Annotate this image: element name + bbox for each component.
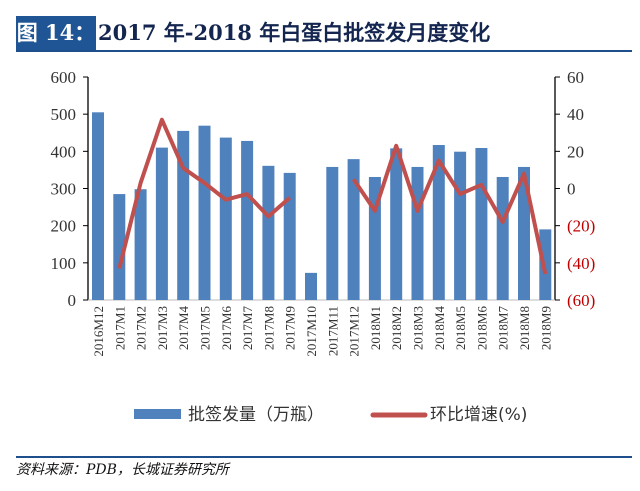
- left-tick-label: 300: [51, 180, 77, 199]
- bar-2017M2: [134, 189, 147, 300]
- bar-2017M11: [326, 166, 339, 300]
- category-label: 2018M1: [368, 306, 383, 350]
- bar-2017M9: [283, 172, 296, 300]
- bar-2017M3: [155, 147, 168, 300]
- figure-title: 2017 年-2018 年白蛋白批签发月度变化: [98, 20, 491, 45]
- source-note: 资料来源：PDB，长城证券研究所: [16, 462, 229, 478]
- category-label: 2017M2: [134, 306, 149, 350]
- category-label: 2016M12: [91, 306, 106, 357]
- right-tick-label: 40: [567, 105, 584, 124]
- left-tick-label: 400: [51, 142, 77, 161]
- category-label: 2018M9: [538, 306, 553, 350]
- right-tick-label: 20: [567, 142, 584, 161]
- category-label: 2018M6: [474, 306, 489, 351]
- legend-line-label: 环比增速(%): [430, 405, 527, 425]
- legend-bar-label: 批签发量（万瓶）: [188, 405, 324, 425]
- category-label: 2017M6: [219, 306, 234, 351]
- right-tick-label: 60: [567, 68, 584, 87]
- bar-2017M10: [305, 272, 317, 300]
- category-label: 2018M5: [453, 306, 468, 350]
- bar-2016M12: [92, 112, 104, 300]
- figure-number: 图 14：: [16, 16, 96, 50]
- category-label: 2018M8: [517, 306, 532, 350]
- bar-2018M6: [475, 147, 488, 300]
- category-label: 2017M11: [325, 306, 340, 356]
- left-tick-label: 0: [68, 291, 77, 310]
- bar-2017M12: [347, 159, 360, 300]
- right-tick-label: (60): [567, 291, 595, 310]
- category-label: 2017M8: [261, 306, 276, 350]
- left-tick-label: 500: [51, 105, 77, 124]
- category-label: 2017M10: [304, 306, 319, 357]
- bar-2018M4: [432, 145, 445, 300]
- category-label: 2017M9: [283, 306, 298, 350]
- left-tick-label: 200: [51, 217, 77, 236]
- category-label: 2017M3: [155, 306, 170, 350]
- bar-2018M3: [411, 166, 424, 300]
- left-tick-label: 600: [51, 68, 77, 87]
- figure-title-bar: 图 14： 2017 年-2018 年白蛋白批签发月度变化: [16, 16, 632, 52]
- category-label: 2018M4: [432, 306, 447, 351]
- category-label: 2017M4: [176, 306, 191, 351]
- bar-2017M6: [219, 137, 232, 300]
- bar-2018M8: [518, 166, 530, 300]
- category-label: 2017M5: [198, 306, 213, 350]
- category-label: 2017M7: [240, 306, 255, 351]
- bar-2018M5: [454, 151, 467, 300]
- bar-2017M4: [177, 130, 190, 300]
- bar-2018M7: [496, 176, 509, 300]
- right-tick-label: (40): [567, 254, 595, 273]
- category-label: 2018M3: [411, 306, 426, 350]
- category-label: 2018M2: [389, 306, 404, 350]
- legend-bar-swatch: [134, 409, 181, 419]
- bar-2017M7: [241, 140, 254, 300]
- right-tick-label: 0: [567, 180, 576, 199]
- bar-2017M5: [198, 125, 211, 301]
- footer-divider: [16, 456, 632, 458]
- category-label: 2017M1: [112, 306, 127, 350]
- bar-2017M8: [262, 165, 275, 300]
- category-label: 2018M7: [496, 306, 511, 351]
- right-tick-label: (20): [567, 217, 595, 236]
- bar-2018M2: [390, 148, 403, 300]
- bar-2017M1: [113, 194, 126, 300]
- category-label: 2017M12: [347, 306, 362, 357]
- left-tick-label: 100: [51, 254, 77, 273]
